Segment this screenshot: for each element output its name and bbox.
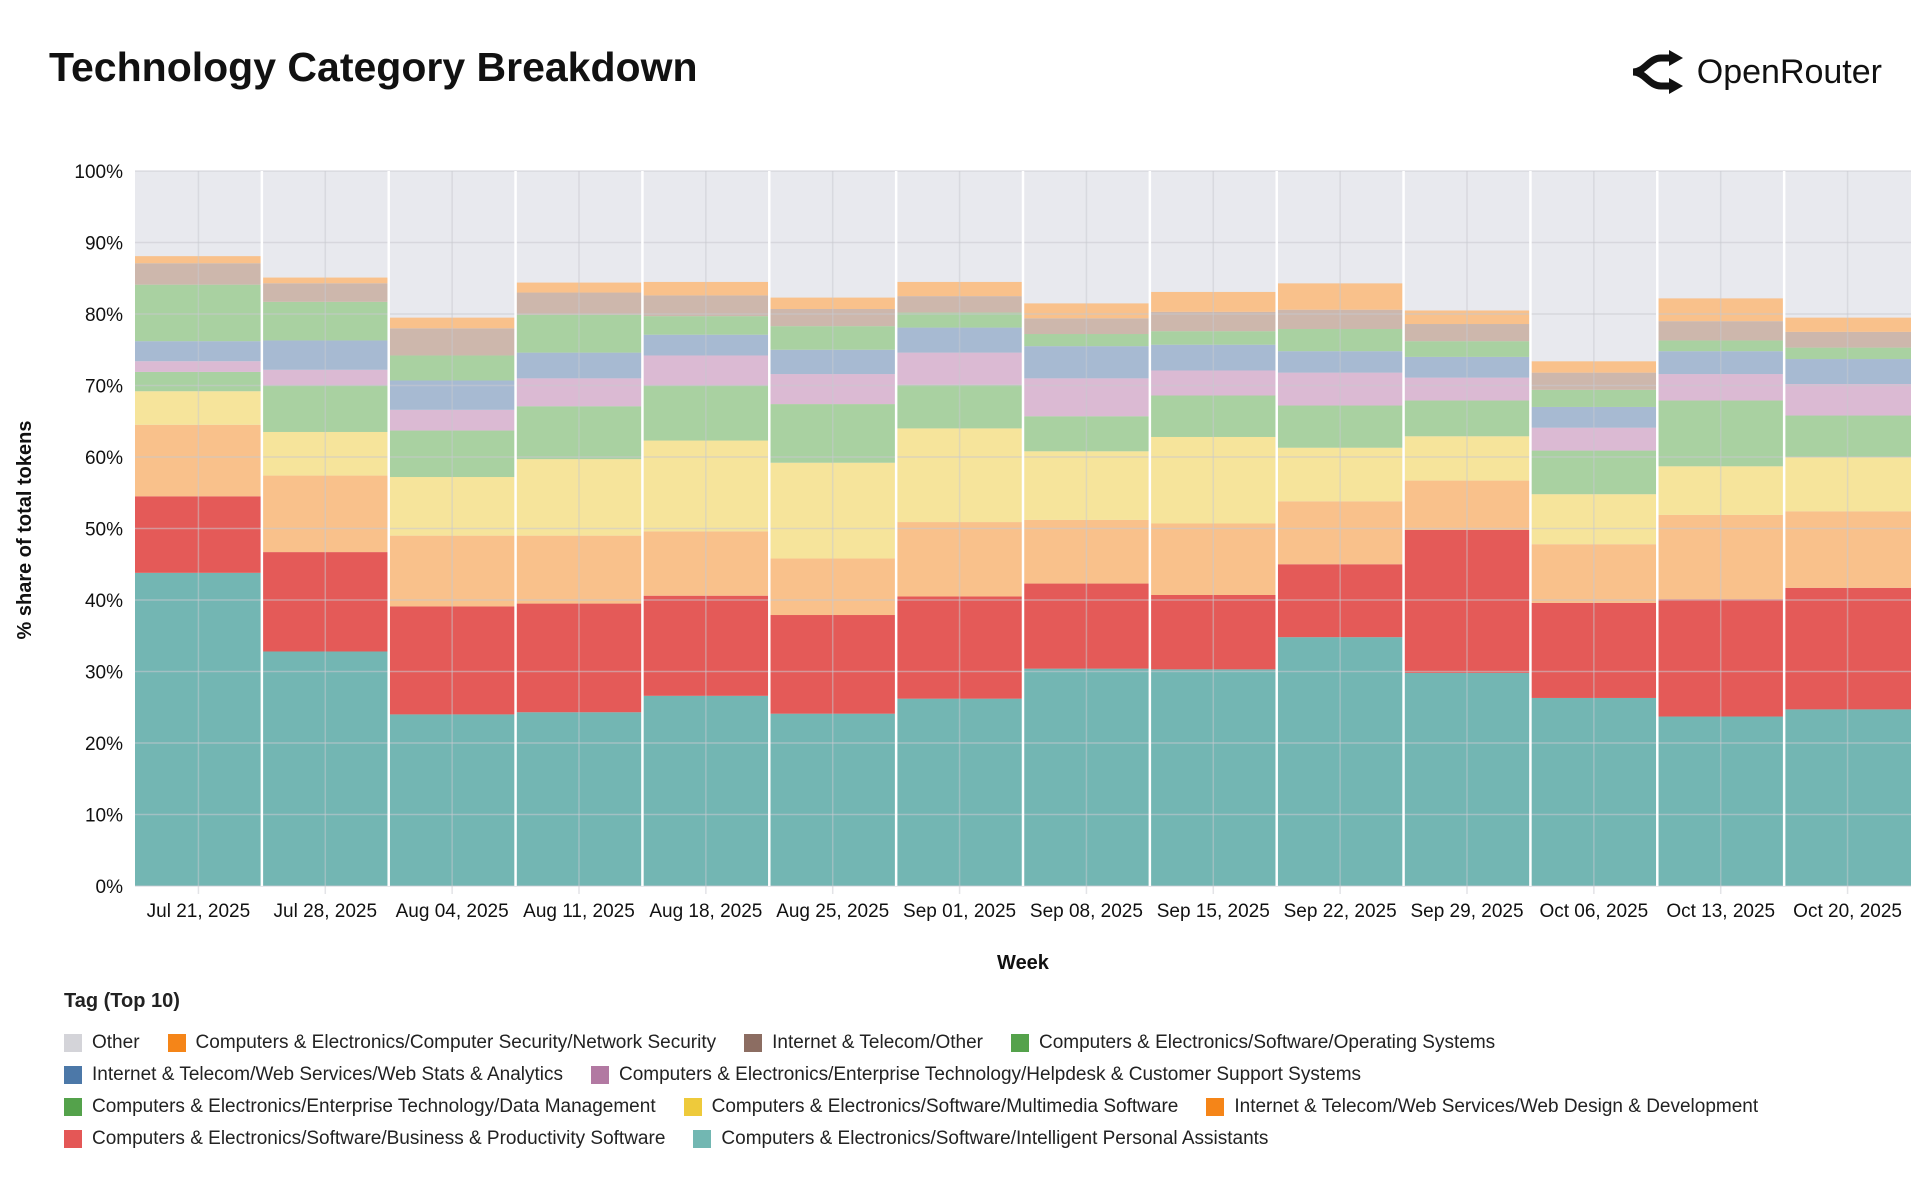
x-tick-label: Aug 18, 2025 (649, 901, 762, 922)
legend-title: Tag (Top 10) (64, 990, 180, 1012)
legend-item[interactable]: Computers & Electronics/Computer Securit… (167, 1032, 717, 1054)
y-tick-label: 0% (96, 877, 124, 898)
legend-label: Computers & Electronics/Software/Operati… (1038, 1032, 1496, 1053)
brand-logo[interactable]: OpenRouter (1631, 50, 1882, 94)
x-tick-label: Sep 08, 2025 (1030, 901, 1143, 922)
x-tick-label: Jul 21, 2025 (147, 901, 251, 922)
legend-item[interactable]: Computers & Electronics/Software/Multime… (683, 1096, 1179, 1118)
legend-label: Computers & Electronics/Enterprise Techn… (619, 1064, 1362, 1085)
legend-label: Computers & Electronics/Enterprise Techn… (92, 1096, 656, 1117)
legend-swatch (1206, 1098, 1225, 1116)
x-tick-label: Oct 06, 2025 (1539, 901, 1648, 922)
x-tick-label: Sep 22, 2025 (1284, 901, 1397, 922)
x-tick-label: Aug 25, 2025 (776, 901, 889, 922)
y-tick-label: 20% (85, 734, 123, 755)
legend-label: Computers & Electronics/Software/Intelli… (721, 1128, 1269, 1149)
page-title: Technology Category Breakdown (49, 44, 698, 90)
legend-label: Internet & Telecom/Web Services/Web Stat… (92, 1064, 563, 1085)
legend-label: Internet & Telecom/Other (772, 1032, 983, 1053)
brand-name: OpenRouter (1696, 52, 1882, 91)
stacked-bar-chart: 0% 10% 20% 30% 40% 50% 60% 70% 80% 90% 100% Jul 21,… (14, 162, 1911, 974)
legend-swatch (167, 1034, 186, 1052)
x-tick-label: Sep 29, 2025 (1410, 901, 1523, 922)
x-tick-label: Sep 15, 2025 (1157, 901, 1270, 922)
legend-item[interactable]: Computers & Electronics/Enterprise Techn… (64, 1096, 656, 1118)
x-axis-label: Week (997, 952, 1050, 974)
y-tick-label: 10% (85, 806, 123, 827)
legend-label: Computers & Electronics/Software/Busines… (92, 1128, 666, 1149)
legend-item[interactable]: Computers & Electronics/Software/Operati… (1010, 1032, 1496, 1054)
y-tick-label: 80% (85, 305, 123, 326)
legend-row: Computers & Electronics/Software/Busines… (64, 1123, 1758, 1155)
legend-item[interactable]: Internet & Telecom/Web Services/Web Stat… (64, 1064, 563, 1086)
y-axis-label: % share of total tokens (14, 421, 36, 640)
legend-swatch (1010, 1034, 1029, 1052)
legend-item[interactable]: Other (64, 1032, 140, 1054)
legend-item[interactable]: Internet & Telecom/Other (744, 1032, 983, 1054)
x-tick-label: Aug 11, 2025 (523, 901, 635, 922)
x-tick-label: Oct 20, 2025 (1793, 901, 1902, 922)
legend-label: Computers & Electronics/Computer Securit… (195, 1032, 717, 1053)
legend-swatch (64, 1034, 82, 1052)
x-tick-label: Aug 04, 2025 (396, 901, 509, 922)
legend-row: Other Computers & Electronics/Computer Se… (64, 1027, 1758, 1059)
x-tick-label: Jul 28, 2025 (274, 901, 378, 922)
x-tick-label: Sep 01, 2025 (903, 901, 1016, 922)
y-tick-label: 60% (85, 448, 123, 469)
y-tick-label: 100% (74, 162, 123, 183)
legend-swatch (64, 1130, 82, 1148)
y-tick-label: 50% (85, 520, 123, 541)
y-tick-label: 40% (85, 591, 123, 612)
legend-item[interactable]: Internet & Telecom/Web Services/Web Desi… (1206, 1096, 1758, 1118)
legend-label: Other (92, 1032, 140, 1053)
legend-label: Computers & Electronics/Software/Multime… (711, 1096, 1179, 1117)
y-tick-label: 90% (85, 234, 123, 255)
legend-row: Internet & Telecom/Web Services/Web Stat… (64, 1059, 1758, 1091)
legend-item[interactable]: Computers & Electronics/Software/Intelli… (693, 1128, 1268, 1150)
legend-item[interactable]: Computers & Electronics/Software/Busines… (64, 1128, 665, 1150)
legend: Tag (Top 10) Other Computers & Electronic… (64, 990, 1758, 1155)
legend-row: Computers & Electronics/Enterprise Techn… (64, 1091, 1758, 1123)
x-tick-label: Oct 13, 2025 (1666, 901, 1775, 922)
y-tick-label: 70% (85, 377, 123, 398)
legend-label: Internet & Telecom/Web Services/Web Desi… (1234, 1096, 1759, 1117)
openrouter-logo-icon (1632, 50, 1683, 94)
legend-swatch (693, 1130, 712, 1148)
legend-swatch (64, 1066, 82, 1084)
legend-swatch (683, 1098, 702, 1116)
legend-swatch (744, 1034, 763, 1052)
legend-swatch (64, 1098, 82, 1116)
legend-item[interactable]: Computers & Electronics/Enterprise Techn… (591, 1064, 1361, 1086)
y-tick-label: 30% (85, 663, 123, 684)
legend-swatch (591, 1066, 609, 1084)
